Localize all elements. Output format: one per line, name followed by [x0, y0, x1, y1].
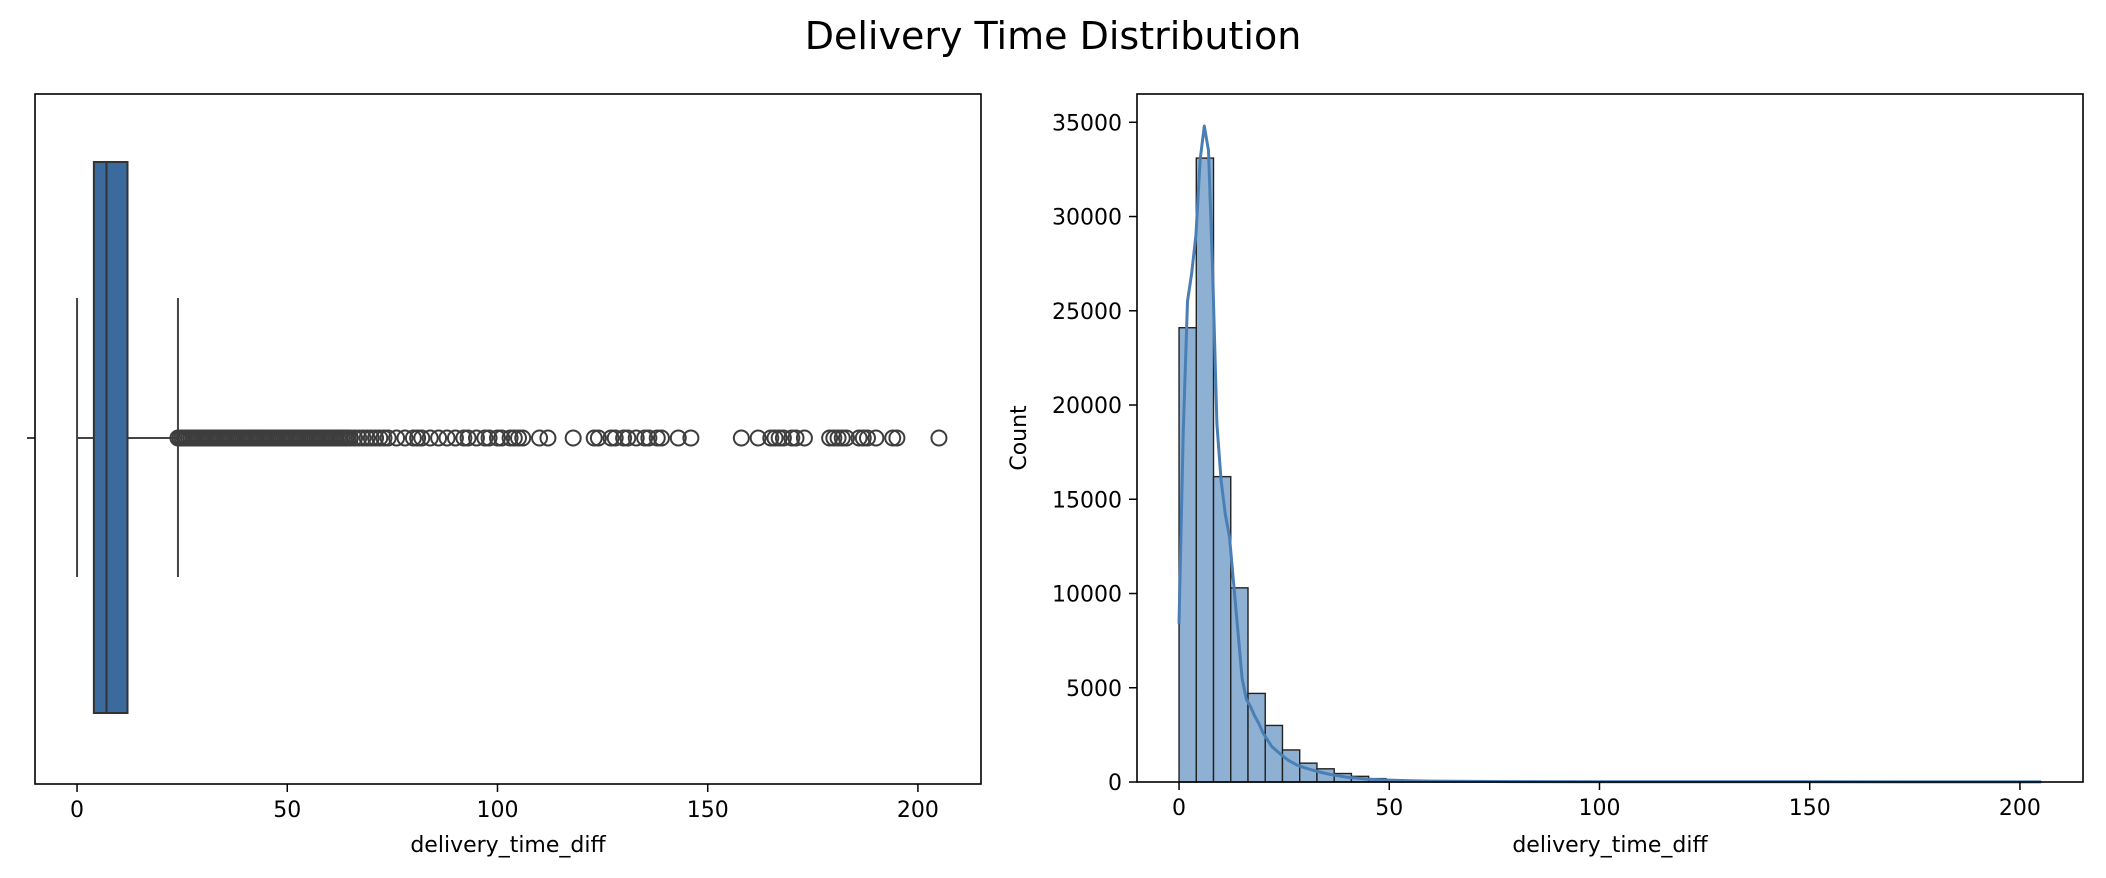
histogram-x-axis-label: delivery_time_diff: [1512, 833, 1708, 858]
outlier-point: [493, 429, 511, 447]
outlier-point: [514, 429, 532, 447]
outlier-point: [510, 429, 528, 447]
histogram-y-tick-label: 15000: [1052, 488, 1122, 513]
outlier-point: [585, 429, 603, 447]
outlier-point: [459, 429, 477, 447]
outlier-point: [615, 429, 633, 447]
outlier-point: [341, 429, 359, 447]
histogram-x-tick-label: 150: [1789, 796, 1831, 821]
outlier-point: [388, 429, 406, 447]
outlier-point: [367, 429, 385, 447]
boxplot-axes-frame: [34, 93, 982, 785]
outlier-point: [829, 429, 847, 447]
histogram-x-tick-label: 200: [1999, 796, 2041, 821]
outlier-point: [350, 429, 368, 447]
outlier-point: [619, 429, 637, 447]
outlier-point: [455, 429, 473, 447]
histogram-x-tick-label: 50: [1375, 796, 1403, 821]
outlier-point: [488, 429, 506, 447]
histogram-y-tick-label: 0: [1108, 771, 1122, 796]
outlier-point: [375, 429, 393, 447]
outlier-point: [766, 429, 784, 447]
histogram-y-tick-label: 20000: [1052, 394, 1122, 419]
outlier-point: [627, 429, 645, 447]
boxplot-x-tick-label: 200: [897, 798, 939, 823]
outlier-point: [362, 429, 380, 447]
histogram-y-axis-label: Count: [1007, 405, 1032, 471]
histogram-y-tick-label: 10000: [1052, 583, 1122, 608]
outlier-point: [409, 429, 427, 447]
outlier-point: [379, 429, 397, 447]
outlier-point: [371, 429, 389, 447]
outlier-point: [531, 429, 549, 447]
boxplot-x-tick-label: 100: [476, 798, 518, 823]
outlier-point: [762, 429, 780, 447]
histogram-x-tick-label: 0: [1172, 796, 1186, 821]
histogram-axes-frame: [1136, 93, 2084, 783]
outlier-point: [749, 429, 767, 447]
outlier-point: [413, 429, 431, 447]
histogram-x-tick-label: 100: [1578, 796, 1620, 821]
outlier-point: [602, 429, 620, 447]
outlier-point: [467, 429, 485, 447]
outlier-point: [539, 429, 557, 447]
outlier-point: [833, 429, 851, 447]
outlier-point: [795, 429, 813, 447]
outlier-point: [783, 429, 801, 447]
outlier-point: [564, 429, 582, 447]
outlier-point: [858, 429, 876, 447]
outlier-point: [821, 429, 839, 447]
outlier-point: [867, 429, 885, 447]
outlier-point: [884, 429, 902, 447]
outlier-point: [774, 429, 792, 447]
outlier-point: [358, 429, 376, 447]
outlier-point: [854, 429, 872, 447]
outlier-point: [682, 429, 700, 447]
figure-title: Delivery Time Distribution: [804, 14, 1302, 58]
outlier-point: [501, 429, 519, 447]
outlier-point: [396, 429, 414, 447]
histogram-panel: 0 50 100 150 200 0 5000 10000 15000 20000 25000 300…: [1007, 93, 2084, 858]
boxplot-x-axis-label: delivery_time_diff: [410, 833, 606, 858]
outlier-point: [648, 429, 666, 447]
outlier-point: [354, 429, 372, 447]
boxplot-x-tick-label: 50: [273, 798, 301, 823]
outlier-point: [606, 429, 624, 447]
outlier-point: [404, 429, 422, 447]
outlier-point: [446, 429, 464, 447]
outlier-point: [770, 429, 788, 447]
outlier-point: [825, 429, 843, 447]
outlier-point: [640, 429, 658, 447]
outlier-point: [476, 429, 494, 447]
boxplot-panel: 0 50 100 150 200 delivery_time_diff: [27, 93, 982, 858]
histogram-y-tick-label: 5000: [1066, 677, 1122, 702]
histogram-y-tick-label: 30000: [1052, 206, 1122, 231]
histogram-y-tick-label: 35000: [1052, 111, 1122, 136]
outlier-point: [636, 429, 654, 447]
outlier-point: [888, 429, 906, 447]
outlier-point: [505, 429, 523, 447]
histogram-bar: [1230, 587, 1249, 783]
outlier-point: [652, 429, 670, 447]
outlier-point: [732, 429, 750, 447]
outlier-point: [589, 429, 607, 447]
outlier-point: [930, 429, 948, 447]
outlier-point: [480, 429, 498, 447]
outlier-point: [837, 429, 855, 447]
outlier-point: [346, 429, 364, 447]
outlier-point: [669, 429, 687, 447]
kde-curve: [1177, 124, 2042, 784]
outlier-point: [850, 429, 868, 447]
boxplot-x-tick-label: 0: [70, 798, 84, 823]
outlier-point: [787, 429, 805, 447]
box-iqr: [92, 161, 129, 714]
outlier-point: [421, 429, 439, 447]
outlier-point: [430, 429, 448, 447]
outlier-point: [438, 429, 456, 447]
histogram-y-tick-label: 25000: [1052, 300, 1122, 325]
boxplot-x-tick-label: 150: [687, 798, 729, 823]
